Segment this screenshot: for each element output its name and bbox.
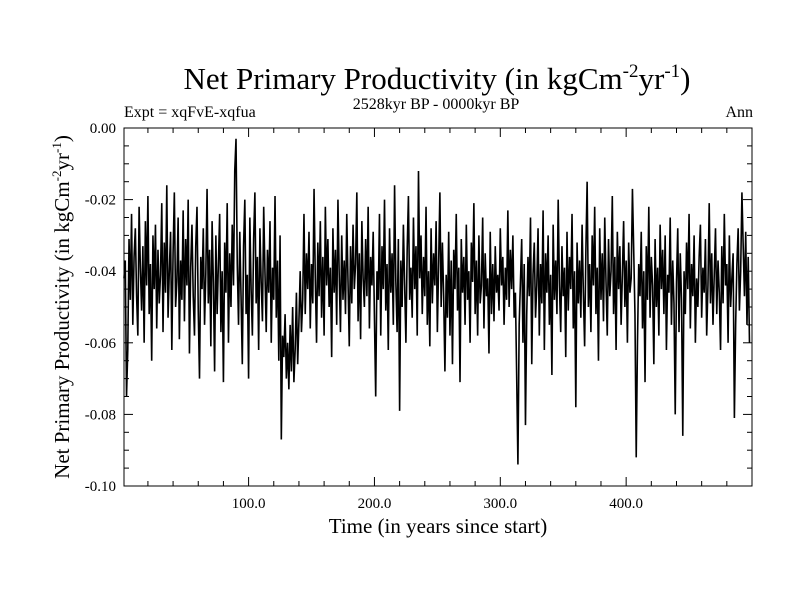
y-axis-label-sup2: -1 bbox=[49, 142, 64, 153]
y-axis-label-sup1: -2 bbox=[49, 171, 64, 182]
chart-title-sup1: -2 bbox=[623, 61, 639, 82]
x-tick-label: 400.0 bbox=[609, 496, 643, 512]
x-tick-label: 100.0 bbox=[232, 496, 266, 512]
y-axis-label-main: Net Primary Productivity (in kgCm bbox=[50, 181, 74, 478]
chart-title-main: Net Primary Productivity (in kgCm bbox=[184, 61, 623, 96]
plot-frame bbox=[123, 127, 753, 487]
axis-ticks bbox=[124, 127, 752, 487]
x-tick-label: 300.0 bbox=[483, 496, 517, 512]
y-axis-label-mid: yr bbox=[50, 153, 74, 171]
x-tick-label: 200.0 bbox=[358, 496, 392, 512]
y-axis-label-end: ) bbox=[50, 135, 74, 142]
series-lines bbox=[123, 138, 751, 465]
chart-title-end: ) bbox=[680, 61, 690, 96]
axis-tick-labels: 100.0 200.0 300.0 400.0 0.00 -0.02 -0.04 -0.06 -… bbox=[85, 121, 643, 512]
chart-title-mid: yr bbox=[638, 61, 665, 96]
y-axis-label: Net Primary Productivity (in kgCm-2yr-1) bbox=[49, 135, 74, 479]
npp-series-line bbox=[123, 138, 751, 465]
experiment-label: Expt = xqFvE-xqfua bbox=[124, 104, 256, 121]
y-tick-label: -0.10 bbox=[85, 479, 116, 495]
y-tick-label: -0.06 bbox=[85, 336, 117, 352]
chart-title: Net Primary Productivity (in kgCm-2yr-1) bbox=[184, 61, 691, 96]
y-tick-label: -0.08 bbox=[85, 407, 116, 423]
time-range-label: 2528kyr BP - 0000kyr BP bbox=[353, 96, 520, 113]
y-tick-label: -0.04 bbox=[85, 264, 117, 280]
chart-title-sup2: -1 bbox=[664, 61, 680, 82]
y-tick-label: 0.00 bbox=[90, 121, 116, 137]
y-tick-label: -0.02 bbox=[85, 193, 116, 209]
season-label: Ann bbox=[725, 104, 753, 121]
x-axis-label: Time (in years since start) bbox=[329, 514, 548, 538]
